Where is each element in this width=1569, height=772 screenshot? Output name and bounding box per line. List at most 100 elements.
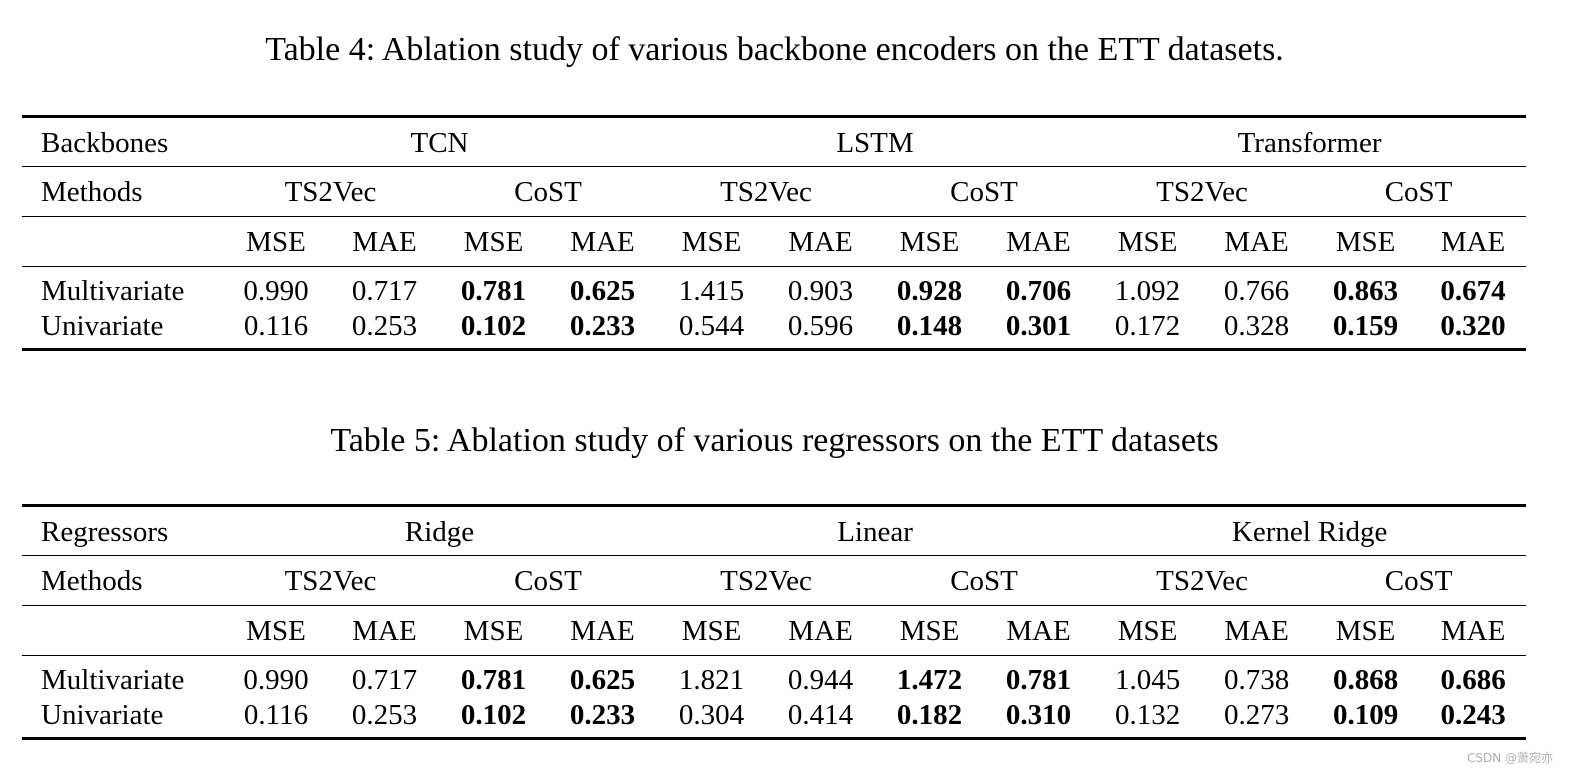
table-row: Univariate 0.116 0.253 0.102 0.233 0.304… (22, 698, 1527, 740)
metric-header: MSE (439, 216, 548, 267)
table-cell: 0.310 (984, 698, 1094, 740)
methods-header-row: Methods TS2Vec CoST TS2Vec CoST TS2Vec C… (22, 555, 1527, 606)
group-header-label: Backbones (22, 115, 222, 167)
method-header: CoST (1311, 555, 1527, 606)
table-cell: 0.781 (439, 266, 548, 310)
table-cell: 0.781 (984, 655, 1094, 699)
table-cell: 0.148 (875, 309, 984, 351)
table-cell: 0.116 (222, 309, 330, 351)
table-cell: 1.821 (657, 655, 767, 699)
method-header: TS2Vec (1093, 166, 1312, 217)
table-cell: 0.928 (875, 266, 984, 310)
metric-header: MAE (766, 605, 876, 656)
table-cell: 0.253 (330, 309, 439, 351)
table-cell: 0.172 (1093, 309, 1203, 351)
metric-header: MSE (222, 216, 330, 267)
methods-header-row: Methods TS2Vec CoST TS2Vec CoST TS2Vec C… (22, 166, 1527, 217)
methods-header-label: Methods (22, 166, 222, 217)
metric-header-row: MSE MAE MSE MAE MSE MAE MSE MAE MSE MAE … (22, 605, 1527, 656)
table-cell: 0.868 (1311, 655, 1421, 699)
table-cell: 0.738 (1202, 655, 1312, 699)
method-header: CoST (439, 555, 658, 606)
table-cell: 0.781 (439, 655, 548, 699)
method-header: TS2Vec (222, 555, 439, 606)
group-header: LSTM (657, 115, 1094, 167)
watermark: CSDN @萧宛亦 (1466, 751, 1553, 765)
table-cell: 0.674 (1420, 266, 1527, 310)
method-header: CoST (875, 166, 1094, 217)
methods-header-label: Methods (22, 555, 222, 606)
table-cell: 0.328 (1202, 309, 1312, 351)
table-cell: 0.990 (222, 655, 330, 699)
table-cell: 1.472 (875, 655, 985, 699)
metric-header: MAE (548, 216, 657, 267)
metric-header-row: MSE MAE MSE MAE MSE MAE MSE MAE MSE MAE … (22, 216, 1527, 267)
metric-header: MSE (222, 605, 330, 656)
metric-header: MSE (875, 605, 985, 656)
table-cell: 0.182 (875, 698, 985, 740)
table-cell: 0.717 (330, 655, 439, 699)
method-header: TS2Vec (657, 166, 875, 217)
metric-header: MSE (657, 216, 766, 267)
row-label: Univariate (22, 698, 222, 740)
metric-header: MAE (1202, 605, 1312, 656)
row-label: Multivariate (22, 266, 222, 310)
table-cell: 1.092 (1093, 266, 1203, 310)
method-header: CoST (439, 166, 657, 217)
table-cell: 0.102 (439, 698, 548, 740)
metric-header: MAE (984, 605, 1094, 656)
metric-header: MSE (1311, 216, 1421, 267)
method-header: TS2Vec (222, 166, 439, 217)
table-cell: 0.625 (548, 266, 657, 310)
table-cell: 0.301 (984, 309, 1094, 351)
row-label: Multivariate (22, 655, 222, 699)
table-5-caption: Table 5: Ablation study of various regre… (330, 422, 1219, 459)
group-header: Ridge (222, 504, 658, 556)
table-cell: 0.243 (1420, 698, 1527, 740)
table-cell: 0.233 (548, 309, 657, 351)
table-row: Univariate 0.116 0.253 0.102 0.233 0.544… (22, 309, 1527, 351)
table-cell: 0.863 (1311, 266, 1421, 310)
row-label: Univariate (22, 309, 222, 351)
table-cell: 0.109 (1311, 698, 1421, 740)
metric-header-label (22, 216, 222, 267)
table-cell: 0.766 (1202, 266, 1312, 310)
group-header: TCN (222, 115, 657, 167)
table-cell: 0.304 (657, 698, 767, 740)
method-header: CoST (1311, 166, 1527, 217)
metric-header: MSE (875, 216, 984, 267)
metric-header: MSE (1093, 605, 1203, 656)
table-cell: 0.625 (548, 655, 658, 699)
table-4-caption: Table 4: Ablation study of various backb… (265, 31, 1284, 68)
metric-header: MSE (657, 605, 767, 656)
method-header: TS2Vec (657, 555, 876, 606)
table-4: Backbones TCN LSTM Transformer Methods T… (22, 115, 1527, 351)
metric-header: MAE (1420, 605, 1527, 656)
method-header: CoST (875, 555, 1094, 606)
table-5: Regressors Ridge Linear Kernel Ridge Met… (22, 504, 1527, 740)
table-cell: 1.045 (1093, 655, 1203, 699)
group-header-label: Regressors (22, 504, 222, 556)
group-header-row: Regressors Ridge Linear Kernel Ridge (22, 504, 1527, 556)
table-cell: 0.233 (548, 698, 658, 740)
group-header-row: Backbones TCN LSTM Transformer (22, 115, 1527, 167)
table-cell: 0.253 (330, 698, 439, 740)
table-cell: 0.990 (222, 266, 330, 310)
group-header: Kernel Ridge (1093, 504, 1527, 556)
table-row: Multivariate 0.990 0.717 0.781 0.625 1.4… (22, 266, 1527, 310)
table-cell: 0.414 (766, 698, 876, 740)
metric-header: MSE (1093, 216, 1203, 267)
metric-header: MSE (1311, 605, 1421, 656)
metric-header: MAE (766, 216, 875, 267)
table-cell: 0.903 (766, 266, 875, 310)
metric-header: MAE (330, 605, 439, 656)
table-cell: 0.159 (1311, 309, 1421, 351)
table-cell: 0.102 (439, 309, 548, 351)
table-row: Multivariate 0.990 0.717 0.781 0.625 1.8… (22, 655, 1527, 699)
metric-header: MSE (439, 605, 548, 656)
table-cell: 0.596 (766, 309, 875, 351)
table-cell: 0.116 (222, 698, 330, 740)
table-cell: 1.415 (657, 266, 766, 310)
metric-header: MAE (1420, 216, 1527, 267)
table-cell: 0.706 (984, 266, 1094, 310)
